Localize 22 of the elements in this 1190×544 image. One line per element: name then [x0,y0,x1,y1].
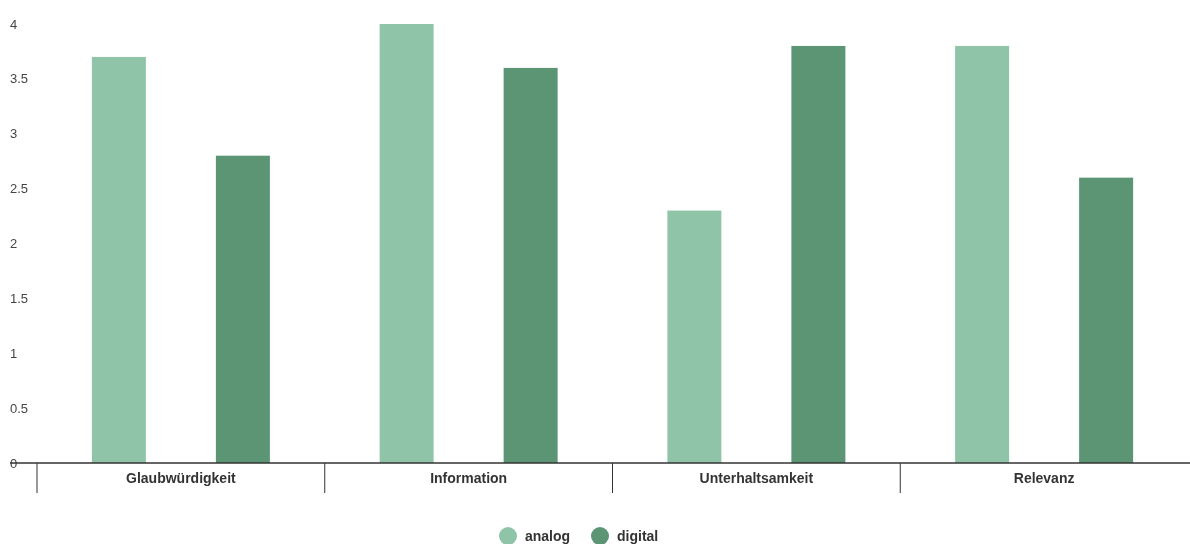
y-tick-label: 3 [10,126,18,142]
bar [503,67,558,463]
y-tick-label: 0.5 [10,400,29,416]
y-tick-label: 2.5 [10,181,29,197]
y-tick-label: 2 [10,236,18,251]
x-tick-label: Glaubwürdigkeit [126,470,237,486]
bar [1079,177,1134,463]
y-tick-label: 1 [10,345,18,361]
bar [215,155,270,463]
bar [955,45,1010,463]
bar [379,24,434,463]
y-tick-label: 3.5 [10,71,29,87]
bar [791,45,846,463]
bar [91,56,146,463]
x-tick-label: Relevanz [1013,470,1075,486]
x-tick-label: Information [430,470,508,486]
bar [667,210,722,463]
y-tick-label: 4 [10,16,18,32]
x-tick-label: Unterhaltsamkeit [699,470,814,486]
legend-label: digital [617,528,659,544]
y-tick-label: 1.5 [10,290,29,306]
legend-label: analog [525,528,571,544]
